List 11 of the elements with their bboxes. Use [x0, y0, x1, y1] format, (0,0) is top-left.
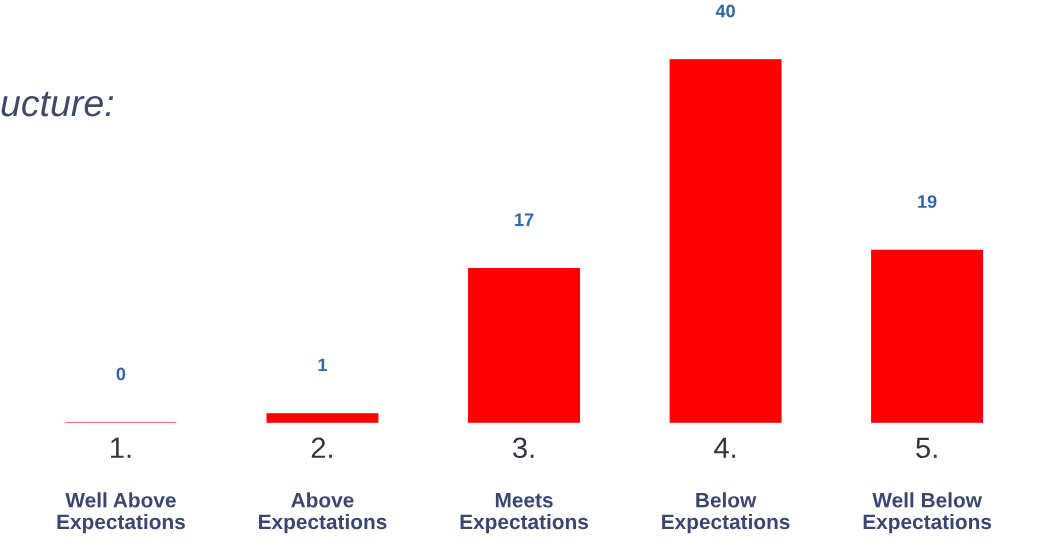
text: ucture:	[1, 91, 114, 117]
data-label: 0	[116, 367, 126, 381]
data-label: 19	[918, 195, 937, 208]
data-label: 17	[515, 213, 534, 226]
x-tick-label: 5. Well Below Expectations	[863, 437, 992, 534]
data-label: 1	[318, 358, 327, 372]
x-tick-label: 3. Meets Expectations	[460, 437, 589, 534]
x-tick-label: 1. Well Above Expectations	[57, 437, 185, 534]
data-label: 40	[715, 4, 735, 18]
x-tick-label: 4. Below Expectations	[662, 437, 790, 534]
x-tick-label: 2. Above Expectations	[259, 437, 387, 534]
